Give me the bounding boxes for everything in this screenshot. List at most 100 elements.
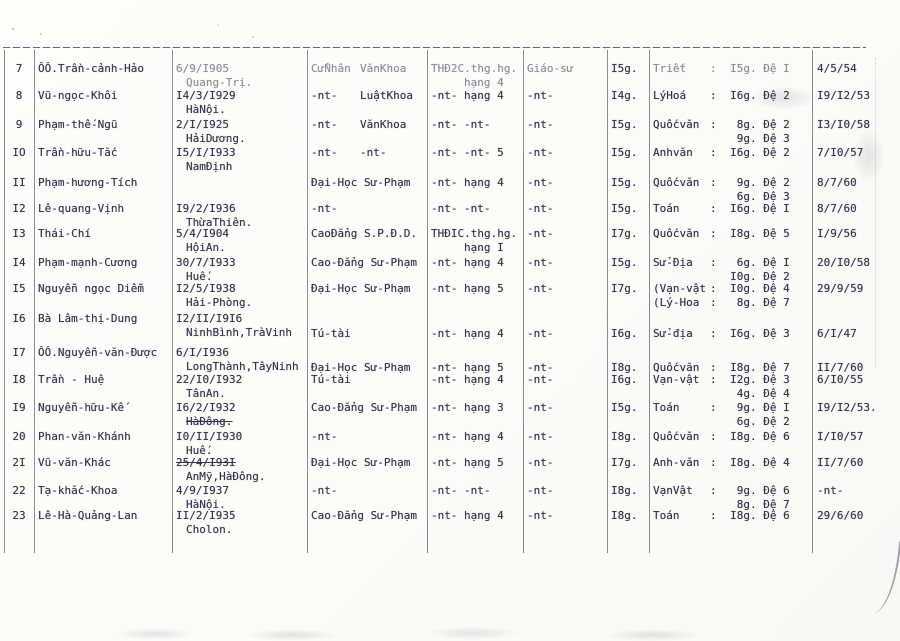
- subject-name: Quốcvăn: [653, 227, 700, 240]
- scan-smudge: [245, 629, 340, 641]
- subj-line: Sử-Địa:6g. Đệ I: [653, 256, 790, 269]
- cell-prof: -nt-: [527, 282, 554, 296]
- cell-subj: Toán: I6g. Đệ I: [653, 202, 790, 216]
- exam-line: -nt-hạng 4: [431, 327, 504, 340]
- cell-num: 2I: [12, 456, 26, 469]
- cell-date: 6/I/47: [817, 327, 857, 341]
- name-line: Phan-văn-Khánh: [38, 430, 131, 443]
- subject-hours: 8g.: [736, 296, 757, 309]
- cell-hours: I5g.: [611, 202, 638, 216]
- subj-line: 4g. Đệ 4: [653, 387, 790, 401]
- cell-hours: I6g.: [611, 327, 638, 341]
- cell-date: I/I0/57: [817, 430, 863, 444]
- cell-hours: I8g.: [611, 430, 638, 444]
- sub-left: -nt-: [311, 118, 338, 131]
- scan-edge-artifact: [875, 58, 876, 368]
- exam-line: THĐIC.thg.hg.: [431, 227, 518, 240]
- sub-left: -nt-: [311, 89, 338, 102]
- cell-exam: -nt-hạng 4: [431, 176, 504, 190]
- cell-num: I9: [12, 401, 26, 414]
- date-line: 20/I0/58: [817, 256, 870, 269]
- cell-prof: -nt-: [527, 401, 554, 415]
- exam-line: -nt-hạng 4: [431, 373, 504, 386]
- subj-line: Quốcvăn: I8g. Đệ 5: [653, 227, 790, 240]
- cell-subj: Triết: I5g. Đệ I: [653, 62, 790, 76]
- cell-prof: -nt-: [527, 176, 554, 190]
- cell-num: 23: [12, 509, 26, 522]
- cell-subj: Quốcvăn: I8g. Đệ 5: [653, 227, 790, 241]
- subj-line: 6g. Đệ 2: [653, 415, 790, 429]
- subject-name: Quốcvăn: [653, 176, 700, 189]
- cell-prof: -nt-: [527, 202, 554, 216]
- cell-exam: -nt-hạng 5: [431, 456, 504, 470]
- date-line: 6/I0/55: [817, 373, 864, 386]
- cell-edu: CaoĐẳng S.P.Đ.D.: [311, 227, 417, 241]
- subj-line: LýHoá:I6g. Đệ 2: [653, 89, 790, 102]
- sub-left: -nt-: [431, 282, 458, 295]
- cell-exam: -nt- -nt- 5: [431, 146, 504, 160]
- cell-subj: VạnVật:9g. Đệ 6 8g. Đệ 7: [653, 484, 790, 512]
- cell-name: Trần - Huệ: [38, 373, 104, 387]
- prof-line: -nt-: [527, 118, 554, 131]
- cell-exam: -nt-hạng 5: [431, 361, 504, 375]
- cell-dob: 25/4/I93I AnMỹ,HàĐông.: [176, 456, 265, 484]
- subject-name: Toán: [653, 401, 680, 414]
- prof-line: -nt-: [527, 176, 554, 189]
- dob-line: Huế.: [186, 270, 213, 283]
- subj-line: Vạn-vật: I2g. Đệ 3: [653, 373, 790, 386]
- table-column-line: [607, 50, 608, 553]
- edu-line: CửNhân VănKhoa: [311, 62, 407, 75]
- edu-line: -nt-: [311, 202, 338, 215]
- cell-name: Phan-văn-Khánh: [38, 430, 131, 444]
- subj-line: Quốcvăn:8g. Đệ 2: [653, 118, 790, 131]
- dob-line: AnMỹ,HàĐông.: [186, 470, 266, 483]
- cell-hours: I5g.: [611, 62, 638, 76]
- cell-name: Tạ-khắc-Khoa: [38, 484, 117, 498]
- name-line: Phạm-thế-Ngũ: [38, 118, 118, 131]
- edu-line: Tú-tài: [311, 373, 351, 386]
- cell-date: II/7/60: [817, 456, 863, 470]
- prof-line: -nt-: [527, 202, 554, 215]
- name-line: Phạm-mạnh-Cương: [38, 256, 138, 269]
- hours-line: I5g.: [611, 62, 638, 75]
- dob-line: I2/II/I9I6: [176, 312, 243, 325]
- subject-name: Toán: [653, 509, 680, 522]
- prof-line: -nt-: [527, 361, 554, 374]
- cell-name: Lê-quang-Vịnh: [38, 202, 124, 216]
- cell-date: I/9/56: [817, 227, 857, 241]
- cell-prof: -nt-: [527, 118, 554, 132]
- edu-line: Đại-Học Sư-Phạm: [311, 282, 411, 295]
- sub-left: -nt-: [431, 373, 458, 386]
- cell-edu: Đại-Học Sư-Phạm: [311, 456, 410, 470]
- cell-hours: I8g.: [611, 484, 638, 498]
- name-line: Tạ-khắc-Khoa: [38, 484, 118, 497]
- subject-hours: I0g.: [730, 282, 757, 295]
- prof-line: -nt-: [527, 282, 554, 295]
- exam-line: -nt-hạng 3: [431, 401, 504, 414]
- prof-line: -nt-: [527, 430, 554, 443]
- subject-name: Quốcvăn: [653, 361, 700, 374]
- table-column-line: [427, 50, 428, 553]
- dob-line: I6/2/I932: [176, 401, 236, 414]
- cell-date: 8/7/60: [817, 176, 857, 190]
- cell-edu: Tú-tài: [311, 327, 351, 341]
- cell-edu: -nt- -nt-: [311, 146, 387, 160]
- cell-name: Nguyễn-hữu-Kế: [38, 401, 124, 415]
- cell-edu: CửNhân VănKhoa: [311, 62, 406, 76]
- cell-dob: I5/I/I933 NamĐịnh: [176, 146, 236, 174]
- subject-hours: I0g.: [730, 270, 757, 283]
- cell-name: Lê-Hà-Quảng-Lan: [38, 509, 137, 523]
- dob-line: NamĐịnh: [186, 160, 233, 173]
- cell-prof: -nt-: [527, 146, 554, 160]
- prof-line: -nt-: [527, 146, 554, 159]
- subj-line: 9g. Đệ 3: [653, 132, 790, 146]
- subject-name: LýHoá: [653, 89, 687, 102]
- exam-line: -nt-hạng 5: [431, 361, 504, 374]
- cell-exam: THĐ2C.thg.hg. hạng 4: [431, 62, 517, 90]
- dob-line: I4/3/I929: [176, 89, 236, 102]
- subject-hours: I6g.: [730, 327, 757, 340]
- cell-name: Phạm-hương-Tích: [38, 176, 137, 190]
- subj-line: Sử-địa: I6g. Đệ 3: [653, 327, 790, 340]
- name-line: ÔÔ.Nguyễn-văn-Được: [38, 346, 158, 359]
- subj-line: Quốcvăn:9g. Đệ 2: [653, 176, 790, 189]
